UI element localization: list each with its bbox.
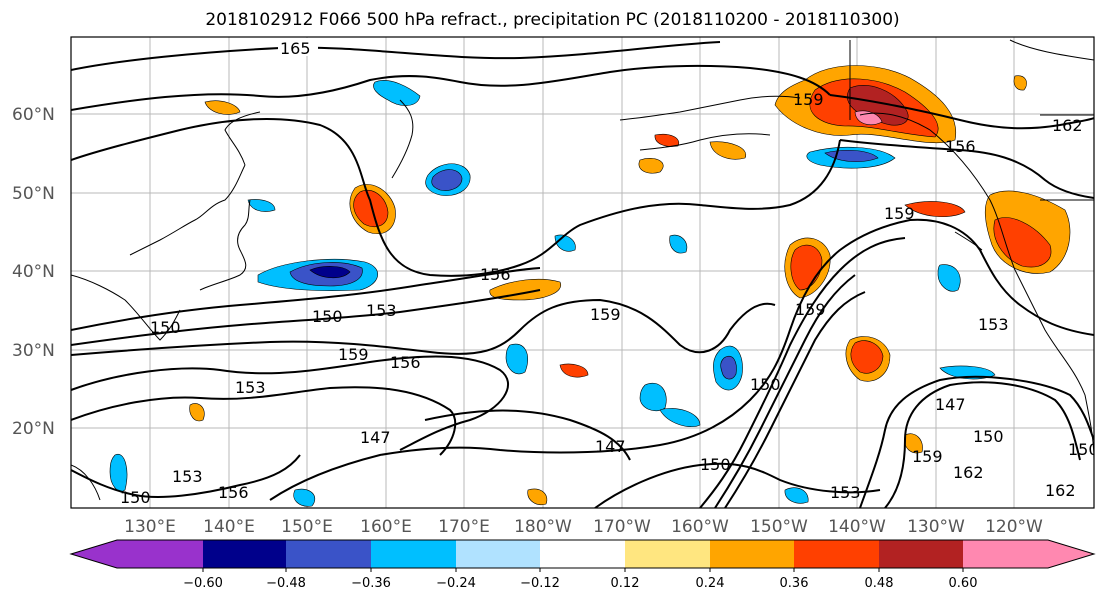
lat-label-20n: 20°N	[12, 419, 55, 439]
lon-label: 140°E	[203, 517, 255, 537]
anomaly-fill	[109, 65, 1071, 507]
colorbar-tick-label: 0.36	[780, 576, 809, 591]
contour-label: 159	[884, 204, 915, 223]
contour-label: 156	[480, 265, 511, 284]
lon-label: 170°E	[438, 517, 490, 537]
contour-label: 159	[912, 447, 943, 466]
lon-label: 130°W	[907, 517, 965, 537]
contour-label: 156	[218, 483, 249, 502]
contour-label: 156	[945, 137, 976, 156]
colorbar-segment	[794, 540, 879, 568]
lon-label: 160°E	[360, 517, 412, 537]
colorbar-tick-label: 0.12	[611, 576, 640, 591]
contour-label: 150	[1068, 440, 1099, 459]
lon-label: 150°E	[281, 517, 333, 537]
contour-label: 159	[793, 90, 824, 109]
contour-label: 153	[366, 301, 397, 320]
contour-label: 162	[1052, 116, 1083, 135]
contour-label: 150	[973, 427, 1004, 446]
colorbar: −0.60 −0.48 −0.36 −0.24 −0.12 0.12 0.24 …	[69, 539, 1096, 591]
colorbar-tick-label: −0.36	[351, 576, 391, 591]
lon-label: 160°W	[671, 517, 729, 537]
contour-label: 159	[590, 305, 621, 324]
colorbar-extend-high	[1048, 540, 1094, 568]
colorbar-tick-label: −0.60	[183, 576, 223, 591]
map-title: 2018102912 F066 500 hPa refract., precip…	[205, 10, 900, 30]
contour-labels: 165 159 156 162 159 156 150 153 159 156 …	[120, 38, 1099, 507]
colorbar-segment	[203, 540, 286, 568]
colorbar-tick-label: 0.60	[949, 576, 978, 591]
contour-label: 153	[172, 467, 203, 486]
contour-label: 162	[1045, 481, 1076, 500]
refractivity-contours	[71, 41, 1094, 508]
contour-label: 147	[595, 437, 626, 456]
map-content: 165 159 156 162 159 156 150 153 159 156 …	[71, 37, 1099, 508]
colorbar-segment	[879, 540, 963, 568]
contour-label: 159	[795, 300, 826, 319]
coastlines	[71, 39, 1094, 501]
colorbar-segment	[117, 540, 203, 568]
contour-label: 147	[360, 428, 391, 447]
lon-label: 150°W	[750, 517, 808, 537]
lon-label: 170°W	[593, 517, 651, 537]
map-frame-border	[70, 36, 1095, 509]
colorbar-tick-label: −0.24	[436, 576, 476, 591]
contour-label: 150	[120, 488, 151, 507]
colorbar-segment	[710, 540, 794, 568]
colorbar-outline	[69, 539, 1096, 569]
contour-label: 150	[150, 318, 181, 337]
contour-label: 165	[280, 39, 311, 58]
lat-label-30n: 30°N	[12, 341, 55, 361]
colorbar-extend-low	[71, 540, 117, 568]
contour-label: 150	[750, 375, 781, 394]
contour-label: 153	[978, 315, 1009, 334]
lat-label-40n: 40°N	[12, 262, 55, 282]
contour-label: 153	[235, 378, 266, 397]
lon-label: 140°W	[828, 517, 886, 537]
lat-label-60n: 60°N	[12, 105, 55, 125]
colorbar-tick-label: 0.24	[696, 576, 725, 591]
lon-label: 180°W	[514, 517, 572, 537]
colorbar-tick-label: −0.12	[520, 576, 560, 591]
contour-label: 159	[338, 345, 369, 364]
colorbar-segment	[371, 540, 456, 568]
contour-label: 156	[390, 353, 421, 372]
lon-label: 120°W	[985, 517, 1043, 537]
colorbar-tick-label: 0.48	[865, 576, 894, 591]
contour-label: 153	[830, 483, 861, 502]
lat-label-50n: 50°N	[12, 184, 55, 204]
colorbar-segment	[963, 540, 1048, 568]
contour-label-bg	[278, 38, 318, 56]
contour-label: 147	[935, 395, 966, 414]
lon-label: 130°E	[124, 517, 176, 537]
colorbar-tick-label: −0.48	[266, 576, 306, 591]
colorbar-segment	[540, 540, 625, 568]
colorbar-ticks	[202, 568, 964, 572]
colorbar-segment	[625, 540, 710, 568]
colorbar-segment	[456, 540, 540, 568]
longitude-labels: 130°E 140°E 150°E 160°E 170°E 180°W 170°…	[124, 517, 1043, 537]
contour-label: 162	[953, 463, 984, 482]
contour-label: 150	[312, 307, 343, 326]
contour-label: 150	[700, 455, 731, 474]
colorbar-segment	[286, 540, 371, 568]
latitude-labels: 60°N 50°N 40°N 30°N 20°N	[12, 105, 55, 439]
